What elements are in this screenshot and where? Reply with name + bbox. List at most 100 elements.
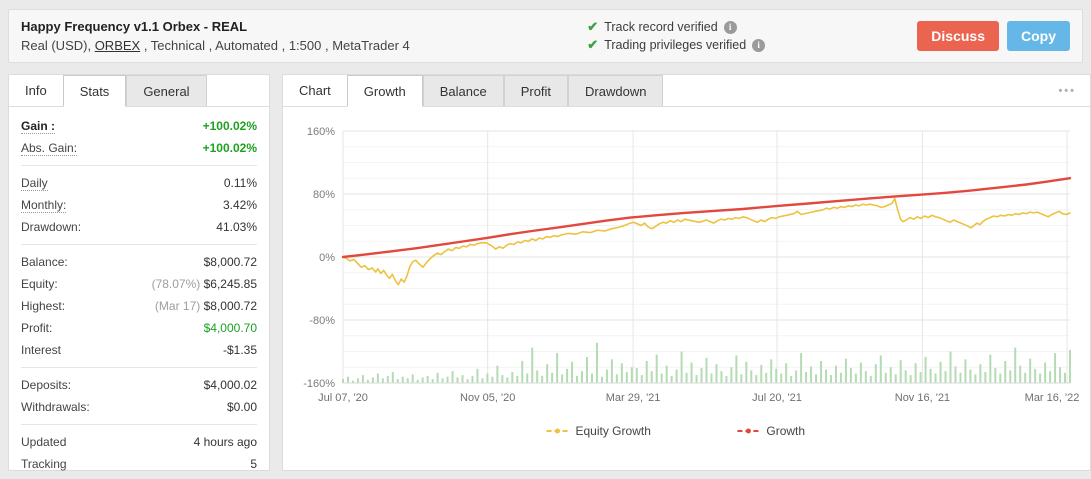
stat-value-note: (Mar 17) (154, 299, 204, 313)
svg-text:Growth: Growth (766, 424, 805, 438)
stat-value: 0.11% (224, 176, 257, 190)
stat-label: Balance: (21, 255, 68, 269)
svg-text:Nov 16, '21: Nov 16, '21 (895, 392, 950, 404)
stat-label: Profit: (21, 321, 53, 335)
stat-value-text: 41.03% (216, 220, 257, 234)
tab-general[interactable]: General (126, 75, 207, 106)
stat-value: 3.42% (223, 198, 257, 212)
account-info: Happy Frequency v1.1 Orbex - REAL Real (… (21, 19, 587, 53)
stat-value-text: 4 hours ago (193, 435, 257, 449)
stat-value: $0.00 (227, 400, 257, 414)
sidebar-tabs: Info Stats General (9, 75, 269, 107)
stat-value-text: $8,000.72 (203, 299, 257, 313)
svg-text:-160%: -160% (303, 378, 335, 390)
info-icon[interactable]: i (723, 20, 737, 34)
stat-value-text: 3.42% (222, 198, 257, 212)
stat-value: 41.03% (216, 220, 257, 234)
stat-label: Equity: (21, 277, 58, 291)
divider (21, 424, 257, 425)
growth-chart-wrap: Jul 07, '20 Nov 05, '20 Mar 29, '21 Jul 20,… (283, 107, 1090, 458)
svg-text:Equity Growth: Equity Growth (576, 424, 651, 438)
tab-info[interactable]: Info (25, 83, 47, 98)
stat-value-text: $0.00 (226, 400, 257, 414)
account-title: Happy Frequency v1.1 Orbex - REAL (21, 19, 248, 34)
stat-label: Drawdown: (21, 220, 82, 234)
stat-value-text: -$1.35 (222, 343, 257, 357)
account-subtitle: Real (USD), ORBEX , Technical , Automate… (21, 38, 587, 53)
stats-list: Gain : +100.02% Abs. Gain: +100.02% Daily 0.1… (9, 107, 269, 475)
stat-value-text: $4,000.70 (203, 321, 257, 335)
stat-value: $4,000.70 (204, 321, 257, 335)
stat-label[interactable]: Abs. Gain: (21, 140, 78, 156)
svg-text:Mar 29, '21: Mar 29, '21 (606, 392, 661, 404)
chart-tab-growth[interactable]: Growth (346, 75, 423, 107)
verification-block: ✔ Track record verified i ✔ Trading priv… (587, 18, 917, 54)
stat-row: Deposits: $4,000.02 (21, 374, 257, 396)
stat-row: Profit: $4,000.70 (21, 317, 257, 339)
check-icon: ✔ (587, 19, 599, 34)
stat-value: +100.02% (203, 141, 257, 155)
stat-row: Gain : +100.02% (21, 115, 257, 137)
check-icon: ✔ (587, 37, 599, 52)
account-header: Happy Frequency v1.1 Orbex - REAL Real (… (8, 9, 1083, 63)
tabrow-spacer (663, 75, 1044, 106)
trading-privileges-verified-row: ✔ Trading privileges verified i (587, 36, 917, 54)
stat-row: Monthly: 3.42% (21, 194, 257, 216)
track-record-verified-label: Track record verified (604, 20, 718, 34)
stat-label: Deposits: (21, 378, 72, 392)
svg-text:Jul 20, '21: Jul 20, '21 (752, 392, 802, 404)
stat-value-text: 0.11% (223, 176, 257, 190)
account-type: Real (USD), (21, 38, 95, 53)
account-attributes: , Technical , Automated , 1:500 , MetaTr… (140, 38, 410, 53)
stat-value: +100.02% (203, 119, 257, 133)
chart-tab-list: Growth Balance Profit Drawdown (346, 75, 664, 107)
stat-value: $8,000.72 (204, 255, 257, 269)
svg-text:Jul 07, '20: Jul 07, '20 (318, 392, 368, 404)
info-icon[interactable]: i (752, 38, 766, 52)
track-record-verified-row: ✔ Track record verified i (587, 18, 917, 36)
stat-row: Interest -$1.35 (21, 339, 257, 361)
stat-value-text: $4,000.02 (203, 378, 257, 392)
stat-value: -$1.35 (223, 343, 257, 357)
stat-value: (Mar 17) $8,000.72 (155, 299, 257, 313)
chart-tab-balance[interactable]: Balance (422, 75, 504, 106)
stat-label[interactable]: Daily (21, 175, 48, 191)
chart-tab-profit[interactable]: Profit (503, 75, 569, 106)
stat-value-text: 5 (250, 457, 257, 471)
stat-label: Highest: (21, 299, 66, 313)
chart-tab-drawdown[interactable]: Drawdown (568, 75, 664, 106)
svg-text:Mar 16, '22: Mar 16, '22 (1025, 392, 1080, 404)
growth-chart[interactable]: Jul 07, '20 Nov 05, '20 Mar 29, '21 Jul 20,… (285, 113, 1084, 453)
stat-value: 4 hours ago (194, 435, 257, 449)
chart-label: Chart (299, 83, 331, 98)
discuss-button[interactable]: Discuss (917, 21, 999, 51)
stat-row: Tracking 5 (21, 453, 257, 475)
trading-privileges-verified-label: Trading privileges verified (604, 38, 747, 52)
stat-row: Balance: $8,000.72 (21, 251, 257, 273)
stat-value: 5 (250, 457, 257, 471)
stat-value-text: +100.02% (202, 119, 257, 133)
stat-row: Daily 0.11% (21, 172, 257, 194)
svg-text:Nov 05, '20: Nov 05, '20 (460, 392, 515, 404)
main-content: Info Stats General Gain : +100.02% Abs. Ga… (8, 74, 1091, 471)
broker-link[interactable]: ORBEX (94, 38, 141, 53)
tab-stats[interactable]: Stats (62, 75, 127, 107)
stat-value-text: $6,245.85 (203, 277, 257, 291)
svg-text:160%: 160% (307, 126, 335, 138)
stat-value: (78.07%) $6,245.85 (152, 277, 257, 291)
stat-value-text: +100.02% (202, 141, 257, 155)
stat-value-text: $8,000.72 (203, 255, 257, 269)
stat-value: $4,000.02 (204, 378, 257, 392)
stat-value-note: (78.07%) (151, 277, 204, 291)
stat-label[interactable]: Gain : (21, 118, 56, 134)
copy-button[interactable]: Copy (1007, 21, 1070, 51)
stat-row: Equity: (78.07%) $6,245.85 (21, 273, 257, 295)
stat-label: Interest (21, 343, 62, 357)
stat-row: Highest: (Mar 17) $8,000.72 (21, 295, 257, 317)
svg-text:80%: 80% (313, 189, 335, 201)
chart-menu-icon[interactable]: ••• (1058, 84, 1076, 97)
stat-row: Drawdown: 41.03% (21, 216, 257, 238)
stat-label: Updated (21, 435, 67, 449)
stat-label[interactable]: Monthly: (21, 197, 67, 213)
